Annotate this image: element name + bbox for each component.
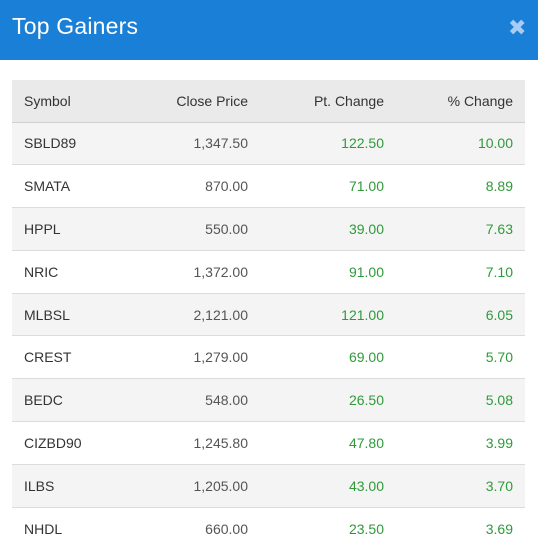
table-row[interactable]: SMATA 870.00 71.00 8.89 (12, 164, 525, 208)
table-row[interactable]: CIZBD90 1,245.80 47.80 3.99 (12, 421, 525, 465)
cell-pt-change: 47.80 (348, 434, 384, 451)
cell-close-price: 1,347.50 (193, 135, 249, 152)
cell-close-price: 660.00 (205, 520, 248, 537)
cell-pct-change: 10.00 (477, 135, 513, 152)
table-header-row: Symbol Close Price Pt. Change % Change (12, 80, 525, 123)
table-row[interactable]: ILBS 1,205.00 43.00 3.70 (12, 464, 525, 508)
cell-pct-change: 6.05 (485, 306, 513, 323)
cell-pct-change: 3.69 (485, 520, 513, 537)
cell-pct-change: 8.89 (485, 178, 513, 195)
cell-symbol[interactable]: CREST (24, 349, 72, 366)
cell-symbol[interactable]: SBLD89 (24, 135, 77, 152)
column-header-symbol[interactable]: Symbol (12, 80, 132, 123)
cell-pct-change: 3.99 (485, 434, 513, 451)
cell-close-price: 870.00 (205, 178, 248, 195)
column-header-pt-change[interactable]: Pt. Change (260, 80, 396, 123)
cell-pt-change: 121.00 (341, 306, 384, 323)
cell-close-price: 2,121.00 (193, 306, 249, 323)
cell-pct-change: 7.63 (485, 220, 513, 237)
cell-pt-change: 26.50 (348, 392, 384, 409)
cell-close-price: 548.00 (205, 392, 248, 409)
cell-pct-change: 5.70 (485, 349, 513, 366)
cell-close-price: 550.00 (205, 220, 248, 237)
cell-pt-change: 23.50 (348, 520, 384, 537)
cell-close-price: 1,205.00 (193, 477, 249, 494)
cell-symbol[interactable]: ILBS (24, 477, 55, 494)
cell-pt-change: 69.00 (348, 349, 384, 366)
cell-pct-change: 7.10 (485, 263, 513, 280)
table-row[interactable]: SBLD89 1,347.50 122.50 10.00 (12, 122, 525, 165)
cell-symbol[interactable]: SMATA (24, 178, 71, 195)
cell-symbol[interactable]: NHDL (24, 520, 63, 537)
cell-pt-change: 39.00 (348, 220, 384, 237)
cell-pt-change: 122.50 (341, 135, 384, 152)
table-row[interactable]: MLBSL 2,121.00 121.00 6.05 (12, 293, 525, 336)
table-row[interactable]: HPPL 550.00 39.00 7.63 (12, 207, 525, 251)
cell-symbol[interactable]: CIZBD90 (24, 434, 82, 451)
cell-close-price: 1,245.80 (193, 434, 249, 451)
cell-pt-change: 43.00 (348, 477, 384, 494)
gainers-table-container: Symbol Close Price Pt. Change % Change S… (12, 80, 525, 545)
cell-symbol[interactable]: HPPL (24, 220, 61, 237)
table-row[interactable]: NRIC 1,372.00 91.00 7.10 (12, 250, 525, 294)
cell-pct-change: 5.08 (485, 392, 513, 409)
gainers-table: Symbol Close Price Pt. Change % Change S… (12, 80, 525, 545)
cell-close-price: 1,372.00 (193, 263, 249, 280)
column-header-close-price[interactable]: Close Price (132, 80, 260, 123)
close-icon[interactable]: ✖ (508, 15, 527, 40)
modal-title: Top Gainers (12, 13, 139, 39)
cell-pt-change: 71.00 (348, 178, 384, 195)
table-row[interactable]: NHDL 660.00 23.50 3.69 (12, 507, 525, 545)
cell-symbol[interactable]: BEDC (24, 392, 63, 409)
cell-symbol[interactable]: MLBSL (24, 306, 70, 323)
cell-pct-change: 3.70 (485, 477, 513, 494)
modal-header: Top Gainers ✖ (0, 0, 538, 60)
column-header-pct-change[interactable]: % Change (396, 80, 525, 123)
table-row[interactable]: BEDC 548.00 26.50 5.08 (12, 378, 525, 422)
cell-pt-change: 91.00 (348, 263, 384, 280)
cell-symbol[interactable]: NRIC (24, 263, 59, 280)
cell-close-price: 1,279.00 (193, 349, 249, 366)
table-row[interactable]: CREST 1,279.00 69.00 5.70 (12, 335, 525, 379)
